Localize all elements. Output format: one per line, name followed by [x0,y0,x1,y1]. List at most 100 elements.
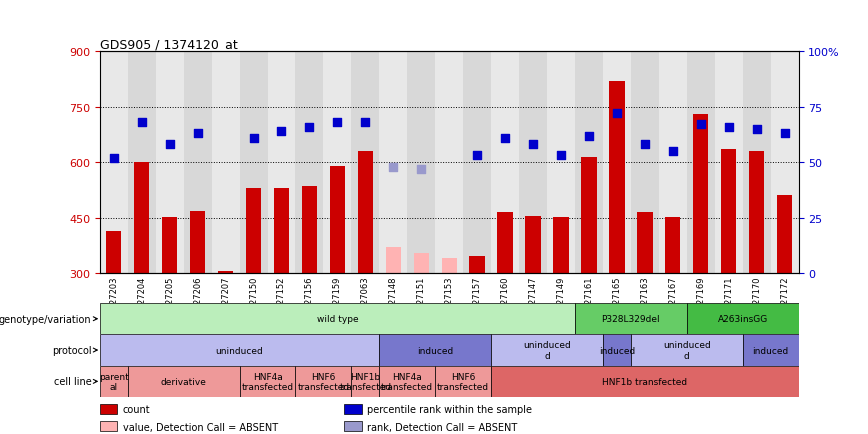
Bar [212,52,240,273]
Bar [240,366,295,397]
Bar [407,52,435,273]
Point [582,133,595,140]
Bar [324,52,352,273]
Point [526,141,540,148]
Bar [218,272,233,273]
Point [750,126,764,133]
Bar [491,366,799,397]
Bar [575,303,687,335]
Bar [497,213,513,273]
Bar [302,187,317,273]
Bar [547,52,575,273]
Bar [687,303,799,335]
Text: value, Detection Call = ABSENT: value, Detection Call = ABSENT [123,422,278,431]
Point [554,153,568,160]
Bar [659,52,687,273]
Bar [162,217,177,273]
Point [638,141,652,148]
Bar [352,52,379,273]
Bar [575,52,603,273]
Point [107,155,121,162]
Bar [134,163,149,273]
Point [302,124,316,131]
Point [135,119,148,126]
Bar [491,335,603,366]
Bar [777,196,792,273]
Bar [295,366,352,397]
Bar [100,421,117,431]
Point [470,153,484,160]
Bar [345,404,362,414]
Bar [553,217,569,273]
Bar [295,52,324,273]
Bar [379,335,491,366]
Text: HNF4a
transfected: HNF4a transfected [381,372,433,391]
Point [666,148,680,155]
Point [358,119,372,126]
Bar [743,335,799,366]
Point [386,164,400,171]
Bar [155,52,184,273]
Text: uninduced
d: uninduced d [523,341,571,360]
Bar [267,52,295,273]
Text: count: count [123,404,150,414]
Point [694,122,707,128]
Text: HNF6
transfected: HNF6 transfected [298,372,350,391]
Bar [721,150,736,273]
Point [778,131,792,138]
Bar [128,366,240,397]
Bar [100,303,575,335]
Text: P328L329del: P328L329del [602,315,661,323]
Point [191,131,205,138]
Text: cell line: cell line [54,377,91,386]
Text: uninduced: uninduced [215,346,264,355]
Bar [749,151,765,273]
Bar [665,217,681,273]
Text: HNF4a
transfected: HNF4a transfected [241,372,293,391]
Bar [491,52,519,273]
Text: HNF1b
transfected: HNF1b transfected [339,372,391,391]
Text: induced: induced [599,346,635,355]
Text: wild type: wild type [317,315,358,323]
Bar [519,52,547,273]
Bar [435,366,491,397]
Text: GDS905 / 1374120_at: GDS905 / 1374120_at [100,38,238,51]
Bar [603,335,631,366]
Text: A263insGG: A263insGG [718,315,768,323]
Point [331,119,345,126]
Point [722,124,736,131]
Point [610,111,624,118]
Bar [603,52,631,273]
Text: protocol: protocol [52,345,91,355]
Bar [379,366,435,397]
Bar [345,421,362,431]
Bar [184,52,212,273]
Point [247,135,260,142]
Bar [385,247,401,273]
Text: induced: induced [418,346,453,355]
Text: genotype/variation: genotype/variation [0,314,91,324]
Bar [743,52,771,273]
Text: HNF1b transfected: HNF1b transfected [602,377,687,386]
Bar [100,366,128,397]
Bar [442,259,457,273]
Bar [714,52,743,273]
Bar [693,115,708,273]
Bar [100,404,117,414]
Text: uninduced
d: uninduced d [663,341,711,360]
Bar [582,157,596,273]
Bar [246,188,261,273]
Text: percentile rank within the sample: percentile rank within the sample [367,404,532,414]
Bar [413,253,429,273]
Bar [525,216,541,273]
Bar [631,52,659,273]
Bar [100,52,128,273]
Bar [106,231,122,273]
Bar [609,82,625,273]
Bar [358,151,373,273]
Bar [128,52,155,273]
Bar [240,52,267,273]
Point [414,166,428,173]
Point [163,141,177,148]
Bar [352,366,379,397]
